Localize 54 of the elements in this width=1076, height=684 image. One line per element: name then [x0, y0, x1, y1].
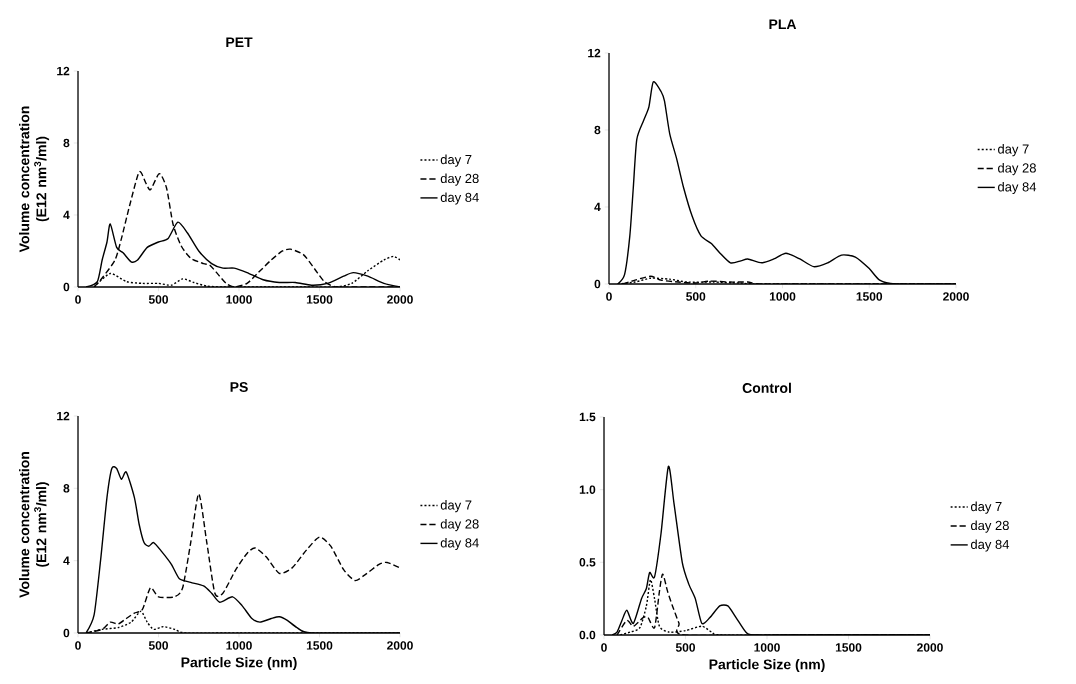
x-tick-label: 1000	[769, 292, 796, 301]
y-tick-label: 1.5	[579, 412, 596, 422]
x-tick-label: 0	[601, 643, 607, 652]
x-tick-label: 0	[606, 292, 612, 301]
legend-label: day 7	[440, 154, 472, 167]
x-tick-label: 500	[686, 292, 706, 301]
x-tick-label: 1000	[226, 641, 252, 650]
y-tick-label: 0	[63, 628, 70, 638]
chart-title: PLA	[769, 19, 797, 29]
x-tick-label: 0	[75, 641, 81, 650]
x-axis-title: Particle Size (nm)	[709, 659, 825, 673]
x-tick-label: 0	[75, 295, 81, 304]
x-tick-label: 500	[148, 295, 169, 304]
y-tick-label: 0.5	[579, 558, 596, 567]
x-tick-label: 2000	[917, 643, 943, 652]
y-tick-label: 8	[63, 138, 70, 148]
x-tick-label: 1500	[306, 641, 333, 650]
y-tick-label: 4	[594, 202, 601, 212]
y-tick-label: 0.0	[579, 630, 596, 640]
y-tick-label: 4	[63, 210, 70, 220]
legend-label: day 28	[440, 173, 479, 186]
legend-label: day 84	[440, 537, 479, 551]
x-tick-label: 1000	[754, 643, 780, 652]
legend-label: day 84	[440, 192, 479, 205]
y-tick-label: 8	[594, 125, 601, 135]
legend-label: day 28	[440, 519, 479, 532]
x-tick-label: 1500	[306, 295, 333, 304]
legend-label: day 28	[970, 520, 1009, 533]
y-tick-label: 12	[588, 48, 601, 58]
x-tick-label: 500	[148, 641, 169, 650]
x-tick-label: 2000	[387, 295, 413, 304]
y-tick-label: 0	[63, 282, 70, 292]
y-tick-label: 12	[57, 66, 70, 76]
x-tick-label: 1000	[226, 295, 252, 304]
legend-label: day 7	[998, 144, 1029, 157]
chart-title: PS	[230, 382, 248, 393]
x-axis-title: Particle Size (nm)	[181, 657, 297, 671]
x-tick-label: 2000	[943, 292, 969, 301]
x-tick-label: 1500	[835, 643, 862, 652]
y-tick-label: 0	[594, 279, 601, 289]
chart-title: Control	[742, 382, 791, 394]
chart-title: PET	[226, 37, 253, 47]
x-tick-label: 1500	[856, 292, 883, 301]
y-tick-label: 12	[57, 411, 70, 421]
x-tick-label: 500	[675, 643, 696, 652]
legend-label: day 7	[440, 500, 472, 513]
legend-label: day 7	[970, 501, 1002, 514]
y-tick-label: 1.0	[579, 485, 596, 494]
y-tick-label: 8	[63, 484, 70, 493]
y-tick-label: 4	[63, 556, 70, 565]
legend-label: day 84	[970, 539, 1010, 552]
legend-label: day 28	[998, 163, 1036, 176]
x-tick-label: 2000	[387, 641, 413, 650]
legend-label: day 84	[998, 181, 1037, 195]
